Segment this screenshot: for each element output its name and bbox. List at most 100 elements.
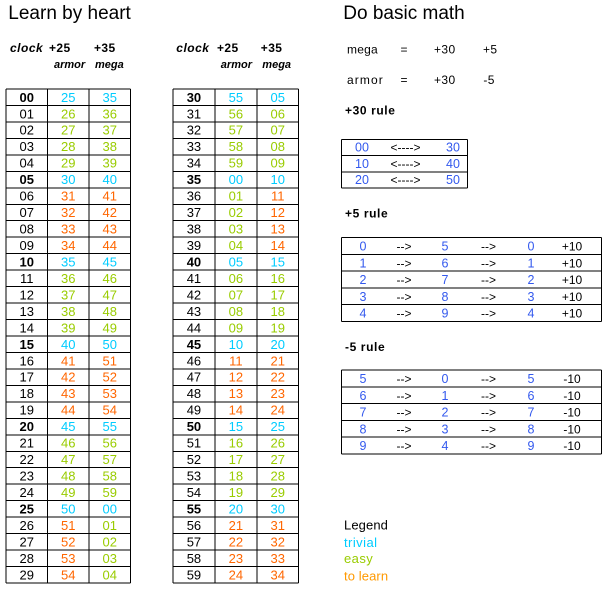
svg-text:05: 05: [20, 172, 34, 187]
svg-text:clock: clock: [10, 41, 44, 55]
svg-text:36: 36: [103, 106, 117, 121]
svg-text:31: 31: [61, 189, 75, 204]
svg-text:55: 55: [187, 501, 201, 516]
svg-text:56: 56: [229, 106, 243, 121]
svg-text:13: 13: [271, 222, 285, 237]
svg-text:-->: -->: [397, 372, 412, 386]
svg-text:7: 7: [442, 273, 449, 287]
svg-text:25: 25: [61, 90, 75, 105]
svg-text:54: 54: [61, 567, 75, 582]
svg-text:34: 34: [61, 238, 75, 253]
svg-text:20: 20: [271, 337, 285, 352]
svg-text:33: 33: [187, 139, 201, 154]
svg-text:34: 34: [271, 567, 285, 582]
svg-text:31: 31: [187, 106, 201, 121]
svg-text:3: 3: [360, 290, 367, 304]
svg-text:-->: -->: [481, 406, 496, 420]
svg-text:-->: -->: [481, 439, 496, 453]
svg-text:38: 38: [187, 222, 201, 237]
svg-text:15: 15: [229, 419, 243, 434]
svg-text:+10: +10: [562, 240, 583, 254]
svg-text:07: 07: [229, 287, 243, 302]
svg-text:4: 4: [442, 439, 449, 453]
svg-text:40: 40: [446, 157, 460, 171]
svg-text:24: 24: [229, 567, 243, 582]
svg-text:3: 3: [442, 422, 449, 436]
svg-text:44: 44: [61, 403, 75, 418]
svg-text:0: 0: [442, 372, 449, 386]
svg-text:26: 26: [61, 106, 75, 121]
svg-text:58: 58: [229, 139, 243, 154]
svg-text:-->: -->: [481, 372, 496, 386]
svg-text:22: 22: [229, 534, 243, 549]
svg-text:50: 50: [446, 173, 460, 187]
svg-text:03: 03: [103, 551, 117, 566]
svg-text:43: 43: [61, 386, 75, 401]
svg-text:14: 14: [271, 238, 285, 253]
svg-text:47: 47: [103, 287, 117, 302]
svg-text:55: 55: [103, 419, 117, 434]
svg-text:23: 23: [229, 551, 243, 566]
svg-text:52: 52: [61, 534, 75, 549]
svg-text:3: 3: [528, 290, 535, 304]
svg-text:-10: -10: [563, 422, 581, 436]
svg-text:46: 46: [187, 353, 201, 368]
svg-text:42: 42: [61, 370, 75, 385]
svg-text:7: 7: [360, 406, 367, 420]
svg-text:52: 52: [187, 452, 201, 467]
svg-text:4: 4: [528, 307, 535, 321]
svg-text:4: 4: [360, 307, 367, 321]
svg-text:27: 27: [61, 123, 75, 138]
svg-text:6: 6: [528, 389, 535, 403]
svg-text:05: 05: [271, 90, 285, 105]
svg-text:08: 08: [20, 222, 34, 237]
svg-text:19: 19: [229, 485, 243, 500]
svg-text:04: 04: [103, 567, 117, 582]
svg-text:09: 09: [271, 156, 285, 171]
svg-text:15: 15: [20, 337, 34, 352]
svg-text:-->: -->: [481, 240, 496, 254]
svg-text:-->: -->: [397, 290, 412, 304]
svg-text:1: 1: [528, 256, 535, 270]
svg-text:7: 7: [528, 406, 535, 420]
svg-text:1: 1: [360, 256, 367, 270]
svg-text:53: 53: [61, 551, 75, 566]
svg-text:16: 16: [271, 271, 285, 286]
svg-text:10: 10: [355, 157, 369, 171]
svg-text:33: 33: [271, 551, 285, 566]
svg-text:11: 11: [20, 271, 34, 286]
svg-text:04: 04: [229, 238, 243, 253]
svg-text:03: 03: [20, 139, 34, 154]
svg-text:-->: -->: [397, 439, 412, 453]
svg-text:-5 rule: -5 rule: [345, 340, 385, 354]
svg-text:26: 26: [20, 518, 34, 533]
svg-text:-->: -->: [397, 273, 412, 287]
svg-text:03: 03: [229, 222, 243, 237]
svg-text:-10: -10: [563, 372, 581, 386]
svg-text:02: 02: [20, 123, 34, 138]
svg-text:58: 58: [103, 469, 117, 484]
svg-text:clock: clock: [176, 41, 210, 55]
svg-text:23: 23: [20, 469, 34, 484]
svg-text:2: 2: [528, 273, 535, 287]
svg-text:27: 27: [20, 534, 34, 549]
svg-text:-->: -->: [481, 256, 496, 270]
svg-text:48: 48: [61, 469, 75, 484]
svg-text:-->: -->: [481, 422, 496, 436]
svg-text:39: 39: [103, 156, 117, 171]
svg-text:32: 32: [61, 205, 75, 220]
svg-text:+10: +10: [562, 290, 583, 304]
svg-text:5: 5: [360, 372, 367, 386]
svg-text:36: 36: [61, 271, 75, 286]
svg-text:51: 51: [187, 436, 201, 451]
svg-text:30: 30: [446, 141, 460, 155]
svg-text:+10: +10: [562, 256, 583, 270]
svg-text:6: 6: [360, 389, 367, 403]
svg-text:18: 18: [229, 469, 243, 484]
svg-text:<---->: <---->: [391, 141, 421, 155]
svg-text:46: 46: [103, 271, 117, 286]
svg-text:8: 8: [528, 422, 535, 436]
svg-text:2: 2: [442, 406, 449, 420]
svg-text:49: 49: [187, 403, 201, 418]
svg-text:14: 14: [20, 320, 34, 335]
